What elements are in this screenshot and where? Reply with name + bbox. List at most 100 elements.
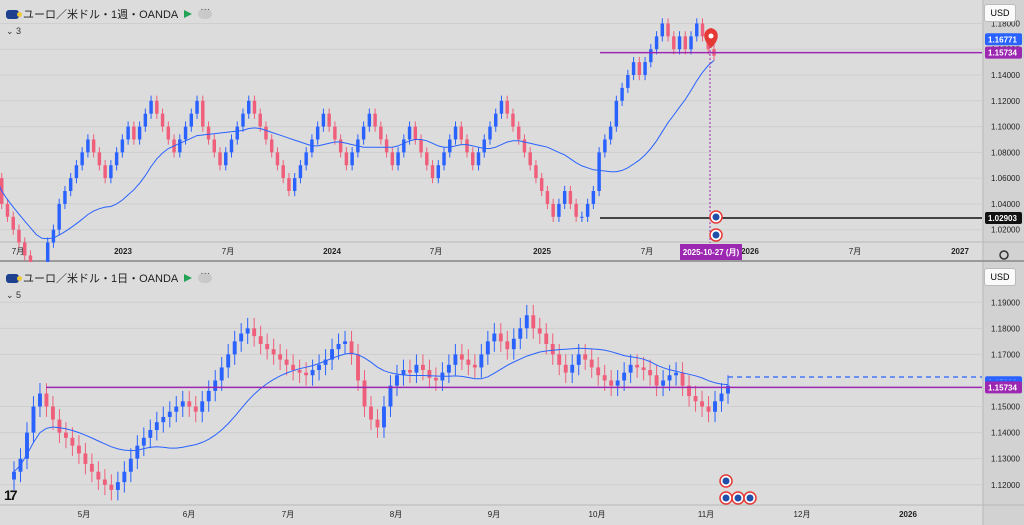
price-tick-label: 1.12000 <box>991 481 1020 490</box>
candle-body <box>91 139 96 153</box>
candle-body <box>614 100 619 127</box>
candle-body <box>660 23 665 37</box>
candle-body <box>271 349 276 355</box>
candle-body <box>28 255 33 262</box>
price-tag-label: 1.15734 <box>988 383 1017 392</box>
more-options-icon-2[interactable] <box>198 268 213 283</box>
market-open-flag-icon-2 <box>182 273 194 283</box>
candle-body <box>143 113 148 127</box>
candle-body <box>419 139 423 153</box>
candle-body <box>551 203 555 217</box>
top-indicator-count[interactable]: ⌄ 3 <box>6 26 22 36</box>
candle-body <box>96 471 101 480</box>
candle-body <box>583 354 588 360</box>
candle-body <box>446 364 451 373</box>
cursor-date-label: 2025-10-27 (月) <box>683 248 740 257</box>
candle-body <box>635 364 640 368</box>
time-tick-label: 7月 <box>430 247 442 256</box>
candle-body <box>166 126 171 140</box>
candle-body <box>241 113 245 127</box>
time-tick-label: 7月 <box>849 247 861 256</box>
candle-body <box>482 139 486 153</box>
top-chart-title[interactable]: ユーロ／米ドル・1週・OANDA <box>23 9 179 21</box>
candle-body <box>492 333 497 342</box>
candle-body <box>83 453 88 464</box>
candle-body <box>719 393 724 402</box>
candle-body <box>63 432 68 438</box>
daily-chart[interactable]: 1.19000 1.18000 1.17000 1.15000 1.14000 1.130… <box>0 262 1024 525</box>
candle-body <box>648 370 653 376</box>
candle-body <box>402 139 406 153</box>
candle-body <box>44 393 49 407</box>
candle-body <box>122 471 127 483</box>
bottom-chart-title[interactable]: ユーロ／米ドル・1日・OANDA <box>23 273 179 285</box>
candle-body <box>413 126 418 140</box>
price-tag <box>985 33 1022 46</box>
weekly-chart[interactable]: 1.180001.160001.140001.120001.100001.080… <box>0 0 1024 262</box>
candle-body <box>247 100 251 114</box>
candle-body <box>50 406 55 420</box>
candle-body <box>476 152 481 166</box>
candle-body <box>258 336 263 344</box>
candle-body <box>137 126 142 140</box>
candle-body <box>317 364 322 371</box>
candle-body <box>167 411 172 417</box>
bottom-indicator-count[interactable]: ⌄ 5 <box>6 290 22 300</box>
price-tick-label: 1.12000 <box>991 97 1020 106</box>
bottom-indicator-count-value: 5 <box>16 290 22 300</box>
price-tick-label: 1.02000 <box>991 226 1020 235</box>
price-tick-label: 1.10000 <box>991 123 1020 132</box>
candle-body <box>667 375 672 381</box>
top-currency-button[interactable]: USD <box>984 4 1016 22</box>
candle-body <box>479 354 484 368</box>
candle-body <box>219 367 224 381</box>
candle-body <box>683 36 688 50</box>
candle-body <box>174 406 179 412</box>
candle-body <box>453 354 458 365</box>
bottom-currency-button[interactable]: USD <box>984 268 1016 286</box>
candle-body <box>570 364 575 373</box>
candle-body <box>135 445 140 459</box>
plot-background <box>0 0 1024 262</box>
price-axis-background <box>983 262 1024 525</box>
settings-gear-icon <box>999 250 1009 260</box>
candle-body <box>680 372 685 386</box>
candle-body <box>141 437 146 446</box>
candle-body <box>252 100 257 114</box>
candle-body <box>622 372 627 381</box>
candle-body <box>22 242 27 256</box>
candle-body <box>333 126 337 140</box>
candle-body <box>511 338 516 350</box>
candle-body <box>114 152 119 166</box>
candle-body <box>245 328 250 334</box>
price-tick-label: 1.14000 <box>991 429 1020 438</box>
candle-body <box>356 354 360 381</box>
candle-body <box>448 139 452 153</box>
candle-body <box>654 375 659 386</box>
candle-body <box>597 152 601 192</box>
candle-body <box>407 126 412 140</box>
candle-body <box>51 229 56 243</box>
candle-body <box>367 113 372 127</box>
candle-body <box>229 139 234 153</box>
more-options-icon[interactable] <box>198 4 213 19</box>
candle-body <box>557 203 561 217</box>
candle-body <box>155 100 159 114</box>
time-tick-label: 7月 <box>12 247 24 256</box>
candle-body <box>89 463 94 472</box>
candle-body <box>361 126 366 140</box>
candle-body <box>522 139 527 153</box>
candle-body <box>183 126 188 140</box>
candle-body <box>713 401 717 412</box>
time-tick-label: 7月 <box>222 247 234 256</box>
tradingview-logo[interactable]: 17 <box>4 487 18 503</box>
candle-body <box>499 100 504 114</box>
price-tick-label: 1.17000 <box>991 350 1020 359</box>
candle-body <box>433 377 438 381</box>
candle-body <box>674 372 679 376</box>
candle-body <box>327 113 331 127</box>
candle-body <box>189 113 194 127</box>
candle-body <box>700 23 705 37</box>
candle-body <box>677 36 682 50</box>
candle-body <box>591 191 596 204</box>
